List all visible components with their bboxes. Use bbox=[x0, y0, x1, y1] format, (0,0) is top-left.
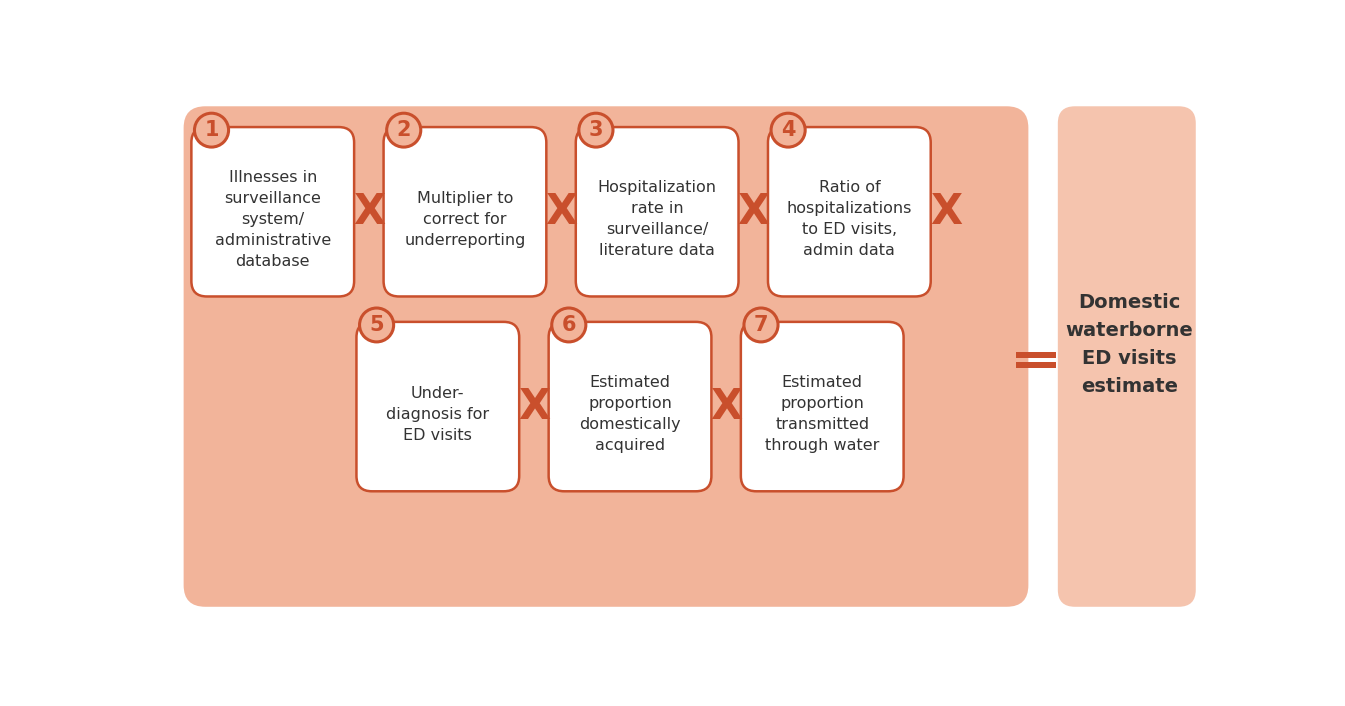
Text: Domestic
waterborne
ED visits
estimate: Domestic waterborne ED visits estimate bbox=[1065, 294, 1193, 397]
Text: 1: 1 bbox=[204, 120, 219, 140]
Circle shape bbox=[386, 113, 421, 147]
Circle shape bbox=[195, 113, 229, 147]
Text: 2: 2 bbox=[397, 120, 412, 140]
Circle shape bbox=[359, 308, 394, 342]
Text: Ratio of
hospitalizations
to ED visits,
admin data: Ratio of hospitalizations to ED visits, … bbox=[787, 181, 912, 258]
Circle shape bbox=[771, 113, 806, 147]
Text: Illnesses in
surveillance
system/
administrative
database: Illnesses in surveillance system/ admini… bbox=[215, 170, 331, 269]
FancyBboxPatch shape bbox=[383, 127, 546, 297]
Text: X: X bbox=[710, 385, 742, 428]
Text: X: X bbox=[931, 191, 962, 233]
FancyBboxPatch shape bbox=[184, 107, 1029, 606]
Text: X: X bbox=[352, 191, 385, 233]
Text: Multiplier to
correct for
underreporting: Multiplier to correct for underreporting bbox=[405, 191, 526, 248]
Circle shape bbox=[744, 308, 777, 342]
FancyBboxPatch shape bbox=[191, 127, 354, 297]
FancyBboxPatch shape bbox=[741, 322, 904, 491]
Text: X: X bbox=[545, 191, 577, 233]
Text: 5: 5 bbox=[370, 315, 383, 335]
Text: 6: 6 bbox=[562, 315, 576, 335]
Text: X: X bbox=[737, 191, 769, 233]
Text: Hospitalization
rate in
surveillance/
literature data: Hospitalization rate in surveillance/ li… bbox=[597, 181, 717, 258]
FancyBboxPatch shape bbox=[576, 127, 738, 297]
FancyBboxPatch shape bbox=[1015, 361, 1056, 369]
FancyBboxPatch shape bbox=[1015, 352, 1056, 359]
Text: Estimated
proportion
domestically
acquired: Estimated proportion domestically acquir… bbox=[580, 376, 681, 453]
Text: X: X bbox=[518, 385, 550, 428]
FancyBboxPatch shape bbox=[356, 322, 519, 491]
FancyBboxPatch shape bbox=[549, 322, 712, 491]
Text: Under-
diagnosis for
ED visits: Under- diagnosis for ED visits bbox=[386, 385, 490, 443]
Circle shape bbox=[551, 308, 586, 342]
FancyBboxPatch shape bbox=[1057, 107, 1196, 606]
Text: 3: 3 bbox=[589, 120, 603, 140]
Circle shape bbox=[578, 113, 613, 147]
Text: Estimated
proportion
transmitted
through water: Estimated proportion transmitted through… bbox=[765, 376, 880, 453]
Text: 7: 7 bbox=[753, 315, 768, 335]
Text: 4: 4 bbox=[781, 120, 795, 140]
FancyBboxPatch shape bbox=[768, 127, 931, 297]
